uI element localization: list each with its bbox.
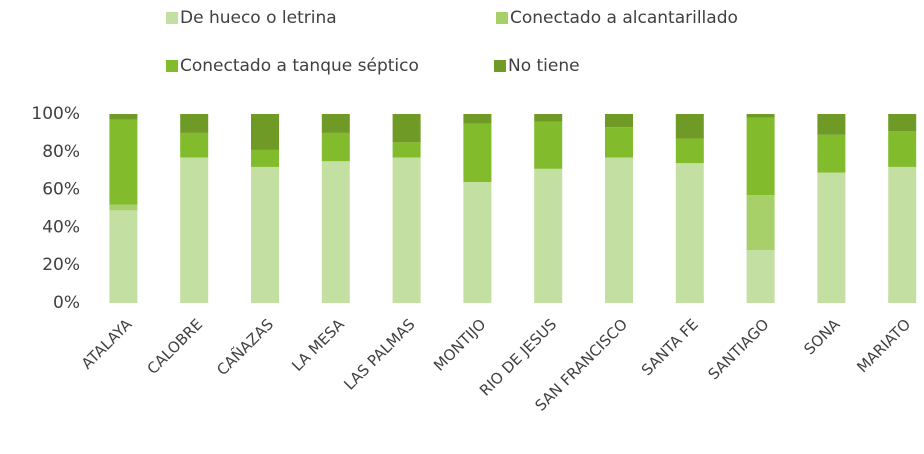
bar-segment [746,250,775,303]
y-tick-label: 100% [31,104,80,124]
bar-segment [109,119,138,205]
bar-segment [180,114,209,133]
y-tick-label: 20% [42,255,80,275]
x-tick-label: CAÑAZAS [212,315,277,380]
bar-segment [605,127,633,158]
legend-label: De hueco o letrina [180,8,337,28]
x-tick-label: ATALAYA [78,315,136,373]
bar-segment [392,114,421,143]
bar-segment [321,132,350,162]
bar-segment [605,114,633,128]
y-tick-label: 0% [53,293,80,313]
bar-segment [321,114,350,133]
legend-label: Conectado a tanque séptico [180,56,419,76]
bar-segment [180,132,209,158]
bar-segment [463,182,492,303]
bar-segment [392,157,421,303]
bar-segment [251,149,279,167]
bar-segment [109,210,138,303]
bar-segment [109,204,138,211]
bar-segment [746,114,775,118]
y-tick-label: 40% [42,217,80,237]
x-tick-label: LA MESA [288,315,348,375]
legend-label: No tiene [508,56,580,76]
x-tick-label: SONA [800,315,844,359]
bar-segment [746,195,775,251]
bar-segment [675,114,704,139]
x-tick-label: LAS PALMAS [340,315,418,393]
legend-swatch [496,12,508,24]
bar-segment [675,138,704,164]
bar-segment [675,163,704,303]
bar-segment [251,114,279,150]
bar-segment [109,114,138,120]
legend-swatch [494,60,506,72]
bar-segment [888,131,917,167]
bar-segment [463,114,492,124]
bar-segment [534,121,563,169]
bar-segment [251,166,279,303]
bar-segment [817,114,846,135]
x-tick-label: MONTIJO [430,315,489,374]
x-tick-label: CALOBRE [144,315,207,378]
x-tick-label: SANTIAGO [705,315,773,383]
y-tick-label: 60% [42,180,80,200]
bar-segment [888,166,917,303]
legend-swatch [166,60,178,72]
bar-segment [605,157,633,303]
bar-segment [888,114,917,132]
bar-segment [321,161,350,303]
bar-segment [463,123,492,183]
bar-segment [817,134,846,173]
bar-segment [180,157,209,303]
legend-label: Conectado a alcantarillado [510,8,738,28]
bar-segment [534,168,563,303]
x-tick-label: MARIATO [853,315,914,376]
legend-swatch [166,12,178,24]
y-tick-label: 80% [42,142,80,162]
bar-segment [746,117,775,196]
bar-segment [392,142,421,158]
bar-segment [817,172,846,303]
x-tick-label: SANTA FE [638,315,702,379]
bar-segment [534,114,563,122]
